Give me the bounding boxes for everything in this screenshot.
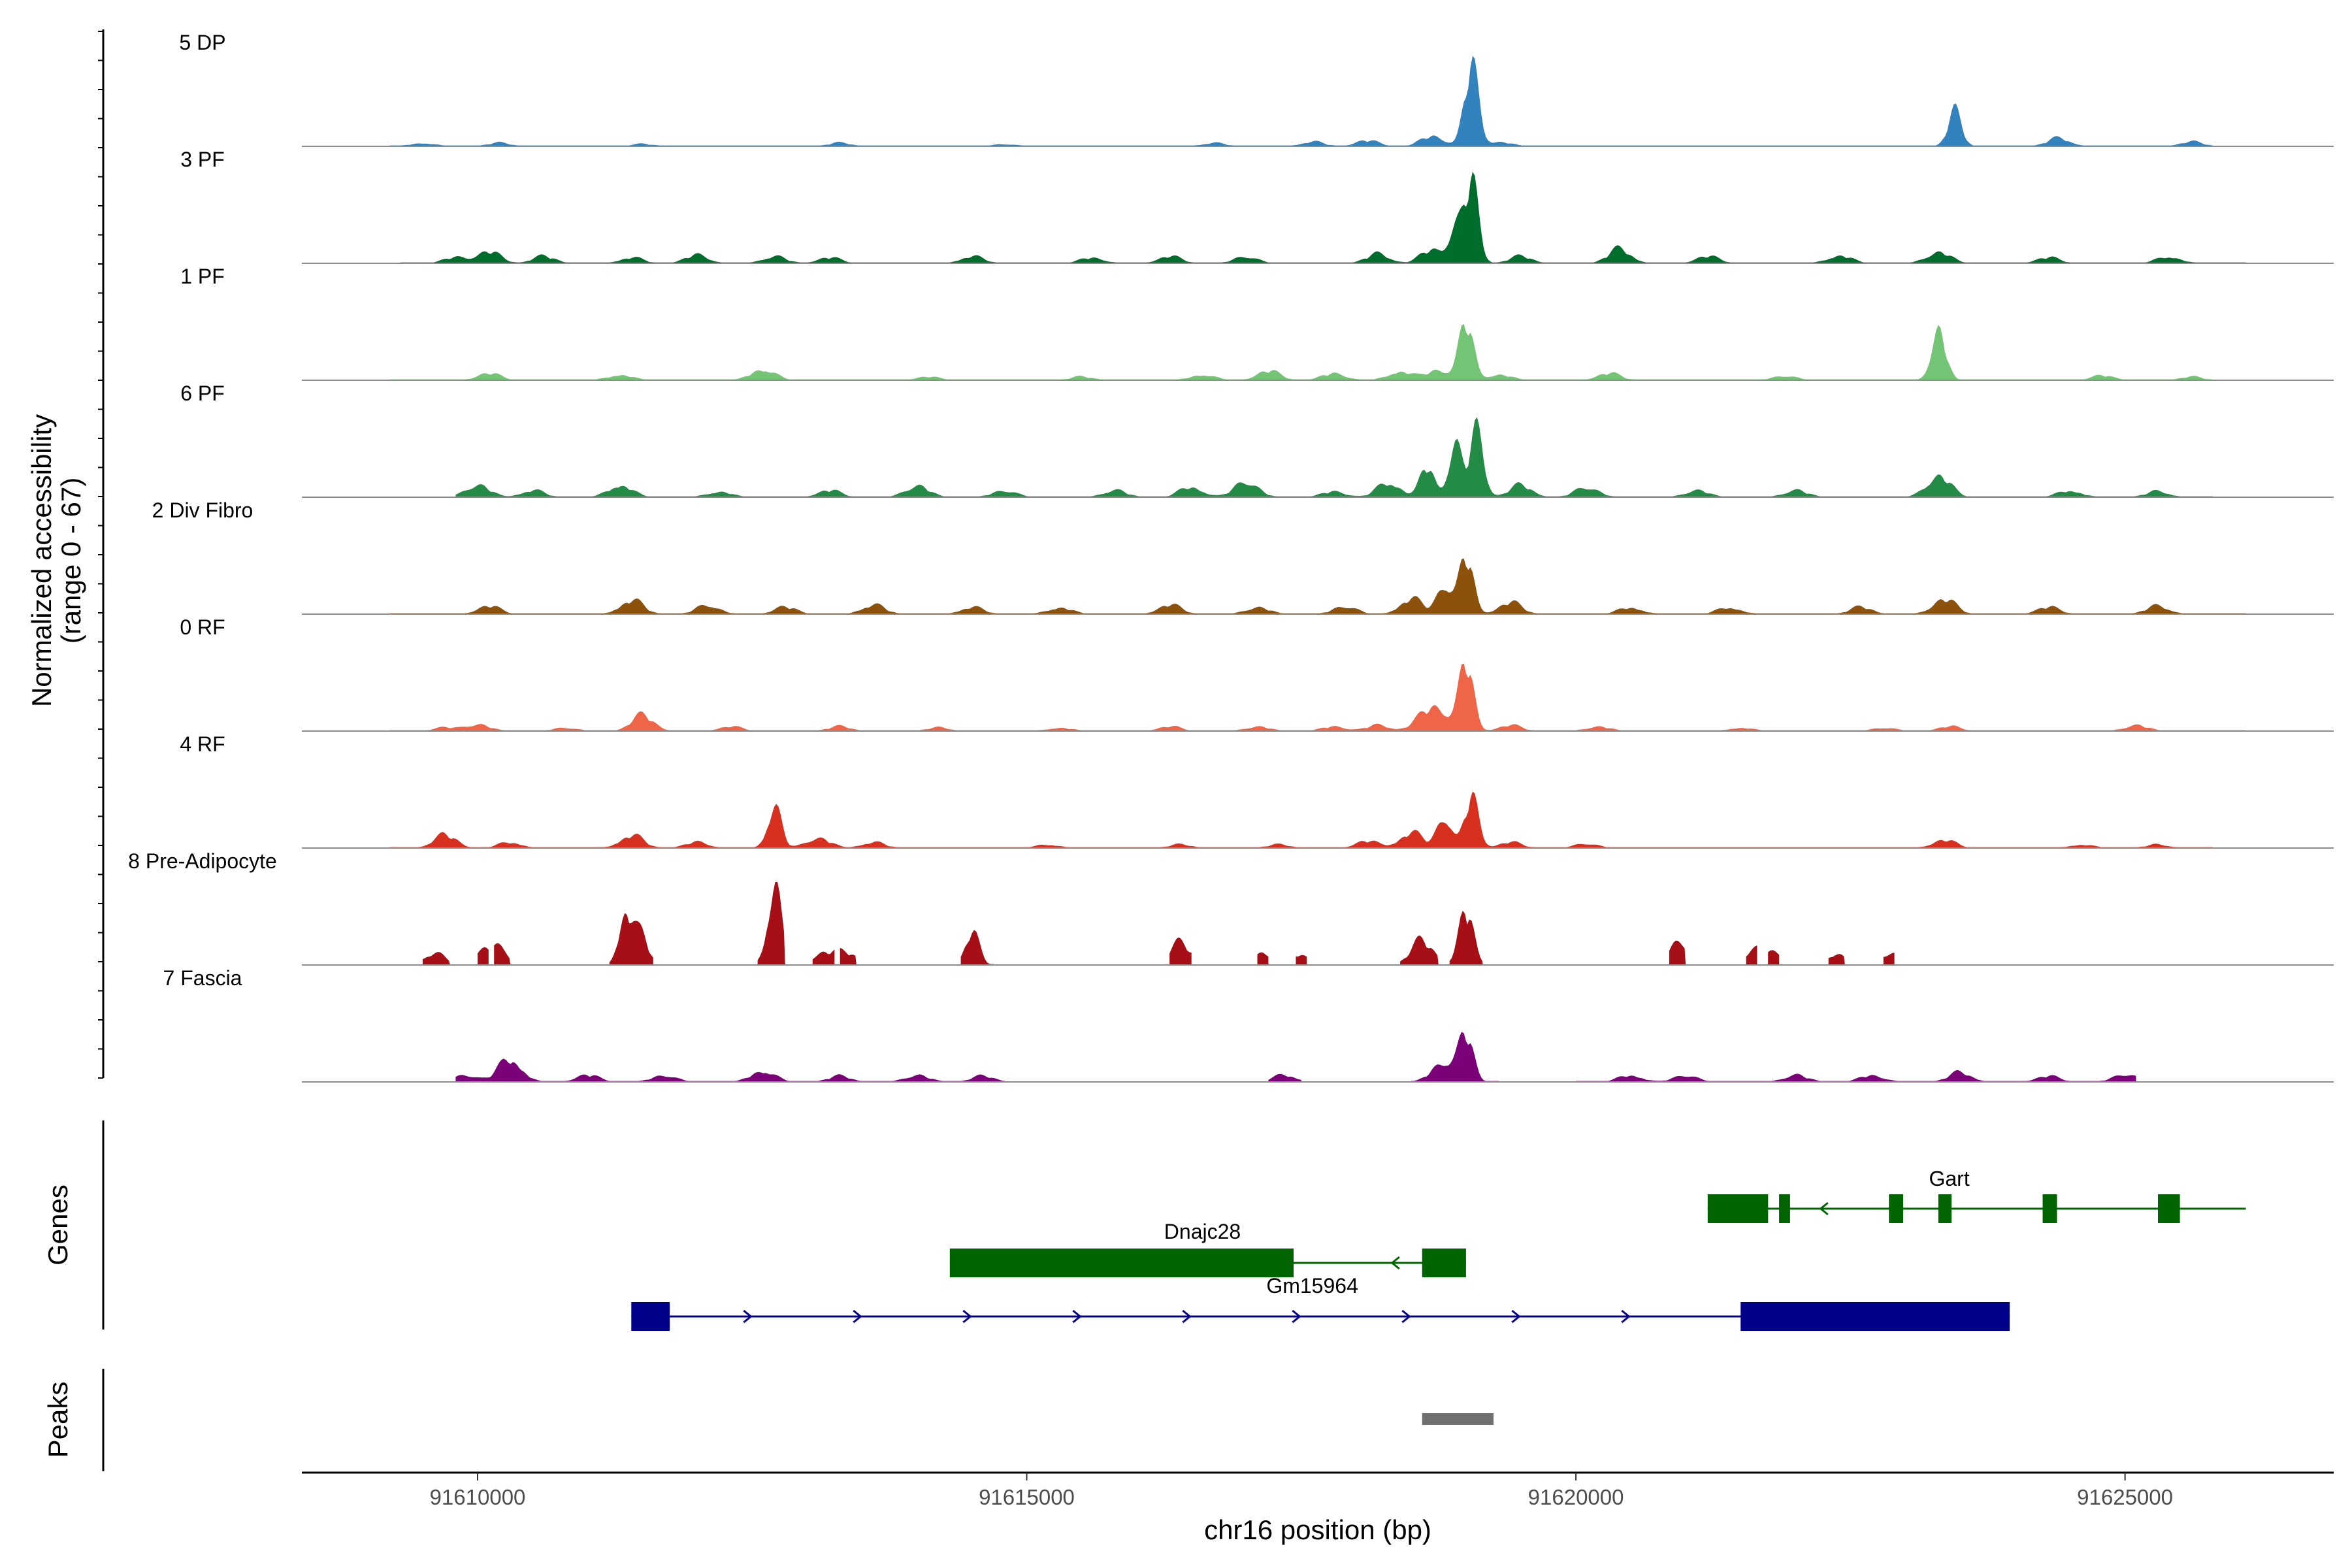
gene-gart: Gart [1707,1167,2246,1223]
exon [1779,1194,1790,1223]
coverage-panel: Normalized accessibility (range 0 - 67) … [26,29,2334,1083]
exon [1889,1194,1904,1223]
track-2-div-fibro: 2 Div Fibro [152,498,2334,615]
exon [1740,1302,2010,1331]
track-label: 2 Div Fibro [152,498,253,522]
peaks-panel: Peaks [42,1369,1494,1471]
track-label: 1 PF [180,265,225,288]
x-axis-title: chr16 position (bp) [1204,1514,1431,1545]
track-label: 4 RF [180,732,225,756]
x-tick-label: 91610000 [430,1485,526,1509]
peaks-y-axis-title: Peaks [42,1382,73,1458]
x-tick-label: 91625000 [2077,1485,2173,1509]
genes-panel: Genes Gart Dnajc28 Gm15964 [42,1120,2246,1331]
exon [631,1302,670,1331]
strand-arrow [1511,1309,1521,1324]
track-7-fascia: 7 Fascia [163,966,2334,1083]
x-tick-label: 91615000 [979,1485,1075,1509]
exon [2158,1194,2180,1223]
track-label: 3 PF [180,148,225,171]
gene-label: Dnajc28 [1164,1220,1241,1243]
strand-arrow [1819,1201,1829,1216]
strand-arrow [1401,1309,1411,1324]
gene-label: Gart [1929,1167,1969,1190]
x-axis: 91610000 91615000 91620000 91625000 chr16 p… [302,1471,2334,1545]
exon [949,1249,1294,1277]
exon [1707,1194,1769,1223]
coverage-area-8-pre-adipocyte [422,881,1895,965]
x-ticks: 91610000 91615000 91620000 91625000 [430,1473,2173,1509]
strand-arrow [1182,1309,1192,1324]
coverage-tracks: 5 DP 3 PF 1 PF 6 PF 2 Div Fibro 0 RF 4 RF 8 Pre… [128,31,2334,1083]
gene-gm15964: Gm15964 [631,1274,2010,1331]
strand-arrow [1292,1309,1301,1324]
exon [1422,1249,1466,1277]
gene-label: Gm15964 [1266,1274,1358,1298]
strand-arrow [962,1309,972,1324]
peak-regions [1422,1413,1494,1425]
coverage-y-ticks [98,31,103,1079]
track-label: 6 PF [180,382,225,405]
gene-models: Gart Dnajc28 Gm15964 [631,1167,2246,1331]
gene-dnajc28: Dnajc28 [949,1220,1466,1277]
track-label: 0 RF [180,615,225,639]
genes-y-axis-title: Genes [42,1184,73,1266]
exon [2042,1194,2057,1223]
track-label: 8 Pre-Adipocyte [128,849,277,873]
strand-arrow [743,1309,753,1324]
track-label: 5 DP [179,31,225,54]
track-6-pf: 6 PF [180,382,2334,498]
track-3-pf: 3 PF [180,148,2334,264]
exon [1938,1194,1952,1223]
coverage-y-axis-title: Normalized accessibility [26,414,57,707]
track-0-rf: 0 RF [180,615,2334,732]
strand-arrow [1390,1256,1400,1270]
peak-region [1422,1413,1494,1425]
track-1-pf: 1 PF [180,265,2334,381]
x-tick-label: 91620000 [1528,1485,1624,1509]
track-4-rf: 4 RF [180,732,2334,849]
track-5-dp: 5 DP [179,31,2334,147]
track-8-pre-adipocyte: 8 Pre-Adipocyte [128,849,2334,966]
strand-arrow [1072,1309,1082,1324]
track-label: 7 Fascia [163,966,242,990]
strand-arrow [1621,1309,1631,1324]
coverage-y-axis-range: (range 0 - 67) [56,478,86,644]
coverage-area-7-fascia [455,1032,2136,1082]
strand-arrow [853,1309,862,1324]
